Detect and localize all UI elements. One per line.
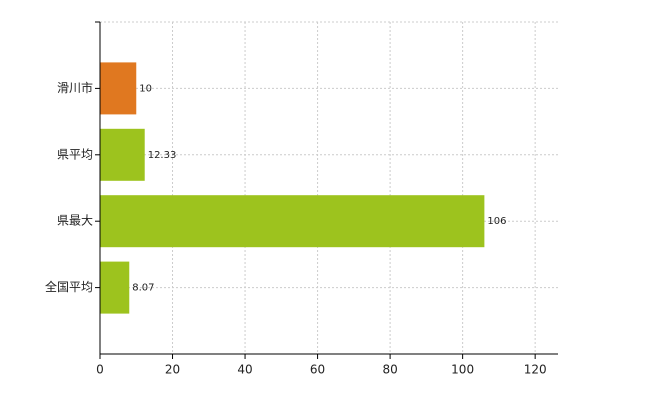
bar — [100, 195, 485, 248]
x-tick-label: 80 — [382, 363, 397, 377]
x-tick-label: 40 — [237, 363, 252, 377]
y-tick-label: 県平均 — [57, 147, 93, 161]
bar — [100, 261, 130, 314]
value-label: 8.07 — [132, 283, 154, 294]
value-label: 10 — [139, 83, 152, 94]
value-label: 12.33 — [148, 150, 177, 161]
x-tick-label: 20 — [165, 363, 180, 377]
x-tick-label: 0 — [96, 363, 104, 377]
bar — [100, 128, 145, 181]
x-tick-label: 100 — [451, 363, 474, 377]
y-tick-label: 全国平均 — [45, 279, 93, 294]
x-tick-label: 60 — [310, 363, 325, 377]
bar — [100, 62, 137, 115]
y-tick-label: 滑川市 — [57, 80, 93, 95]
value-label: 106 — [487, 216, 506, 227]
x-tick-label: 120 — [524, 363, 547, 377]
y-tick-label: 県最大 — [57, 214, 93, 228]
